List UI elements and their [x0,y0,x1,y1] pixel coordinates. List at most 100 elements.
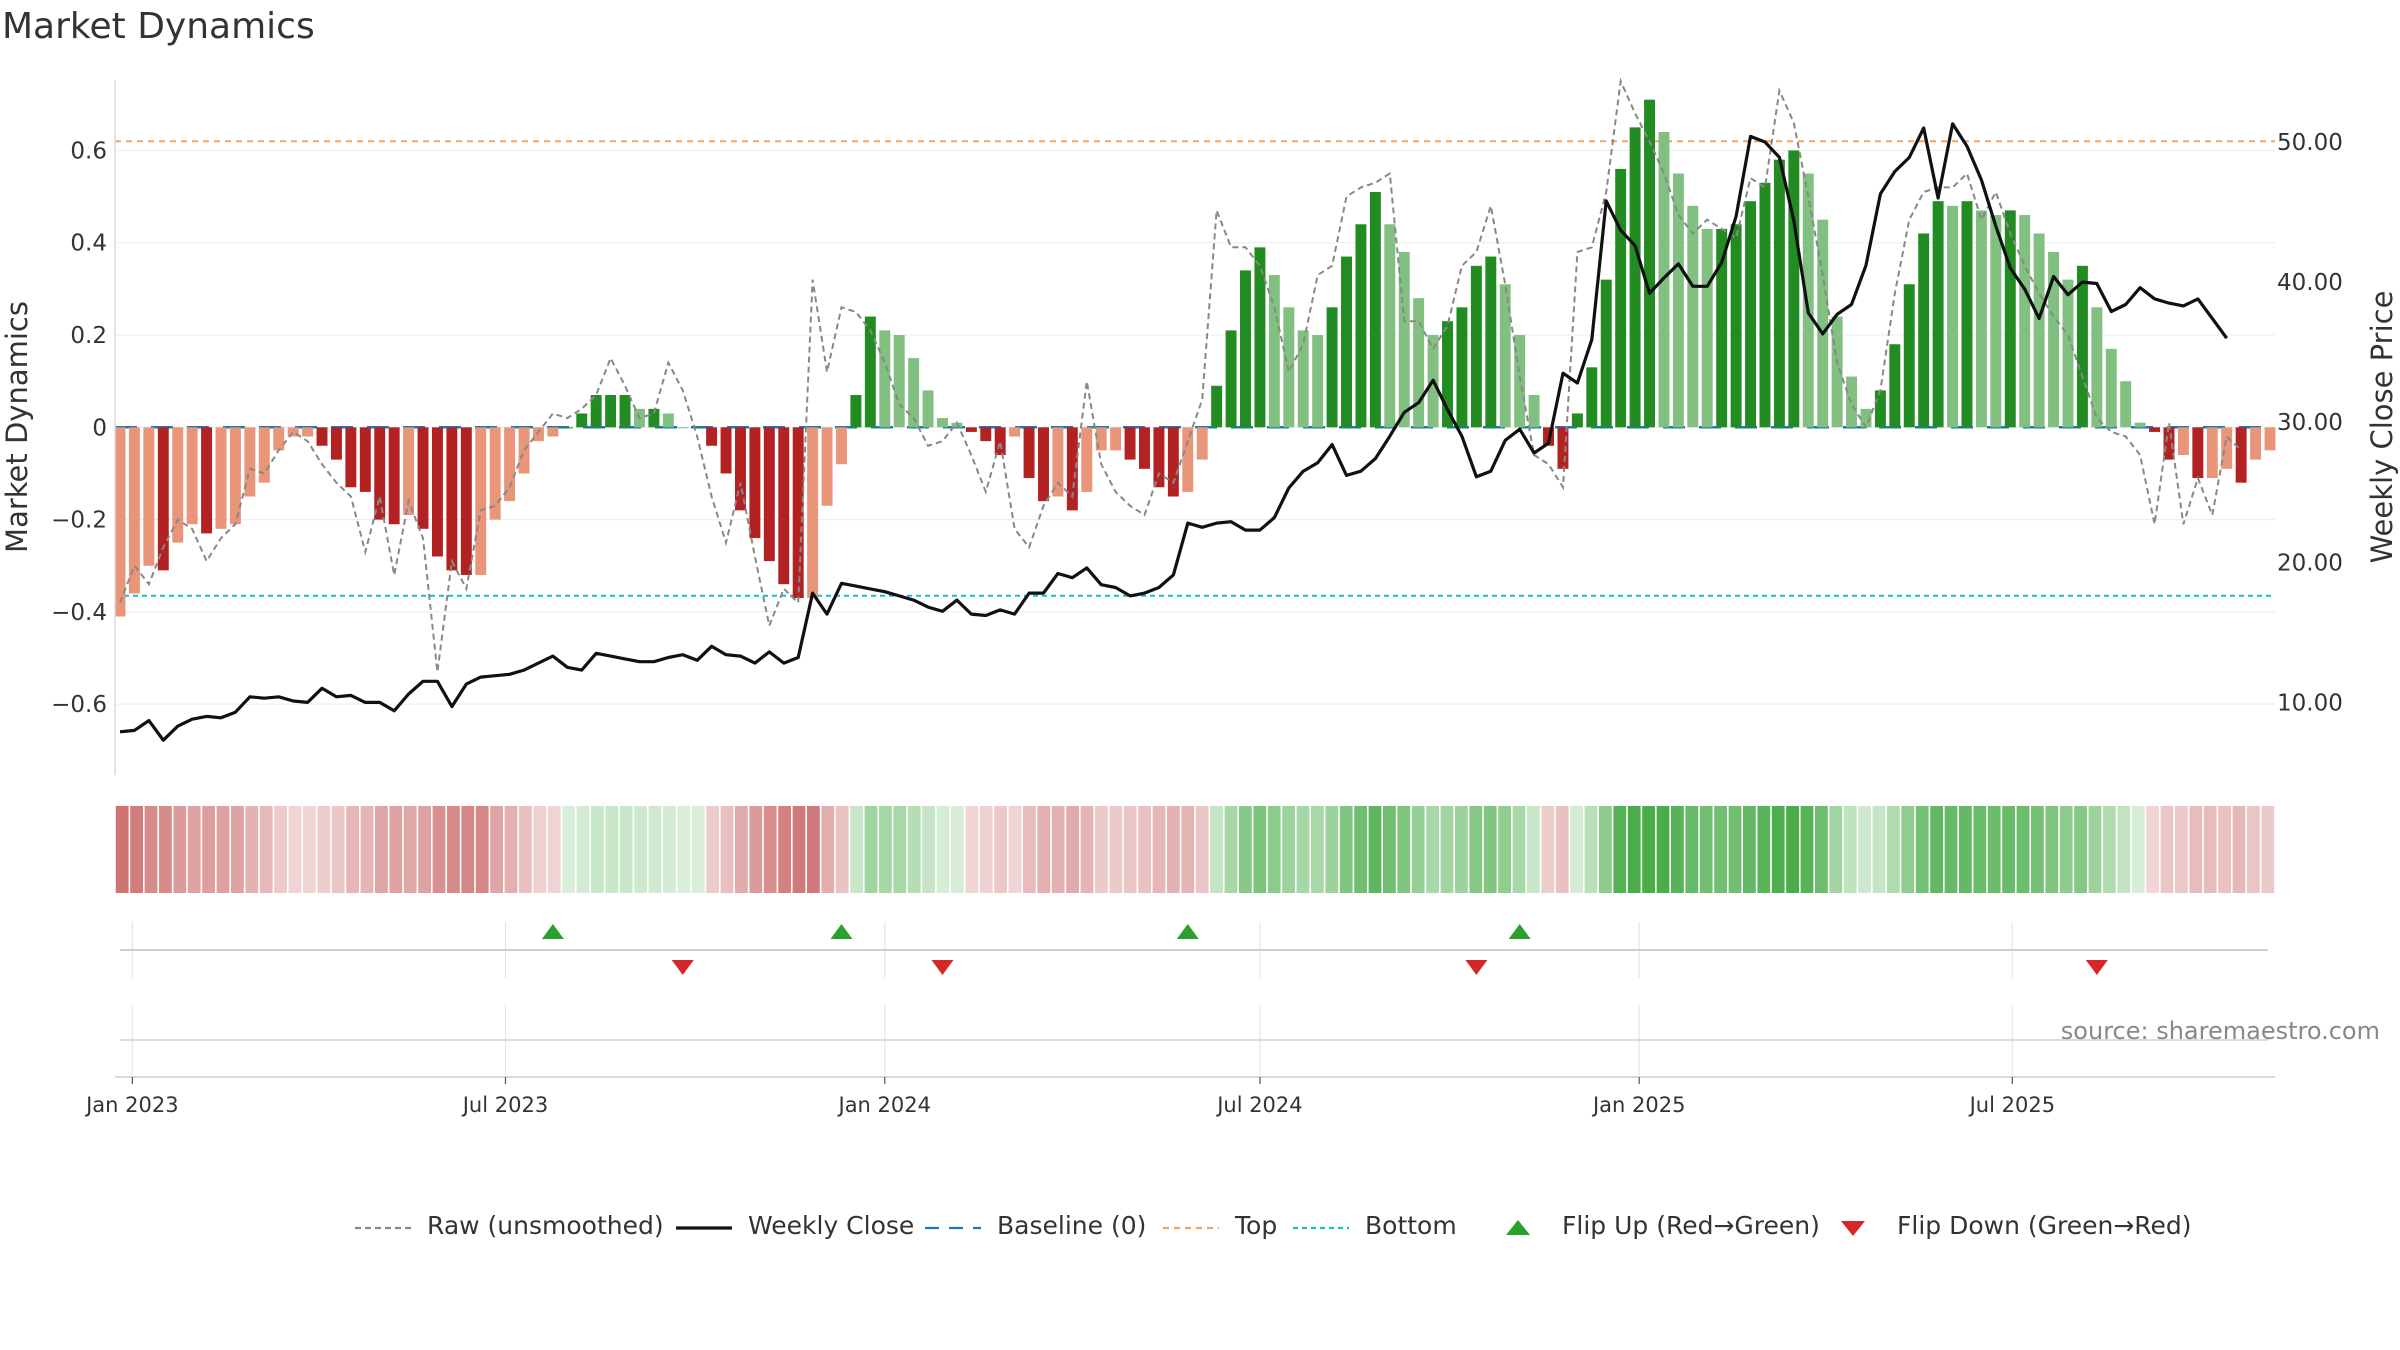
dynamics-bar [489,427,501,520]
regime-cell [1815,806,1828,893]
y-tick-label: −0.2 [51,508,107,534]
regime-cell [936,806,950,893]
dynamics-bar [706,427,718,446]
regime-cell [1411,806,1425,893]
legend-item-baseline: Baseline (0) [925,1207,1146,1243]
regime-cell [562,806,575,893]
y-tick-label: −0.4 [51,600,107,626]
baseline-legend-icon [925,1215,981,1235]
regime-strip [115,806,2275,893]
regime-cell [1368,806,1382,893]
dynamics-bar [792,427,804,599]
dynamics-bar [2134,422,2146,428]
dynamics-bar [1947,205,1959,428]
regime-cell [1239,806,1252,893]
dynamics-bar [1730,224,1742,428]
dynamics-bar [287,427,299,437]
regime-cell [893,806,907,893]
regime-cell [303,806,316,893]
dynamics-bar [662,413,674,428]
dynamics-bar [749,427,761,539]
dynamics-bar [172,427,184,543]
regime-cell [245,806,259,893]
legend-label: Weekly Close [748,1210,915,1240]
regime-cell [1483,806,1497,893]
y-tick-label: 0 [92,415,107,441]
x-tick-label: Jul 2023 [461,1093,548,1117]
dynamics-bar [691,427,703,429]
regime-cell [951,806,964,893]
chart-title: Market Dynamics [2,6,315,47]
regime-cell [490,806,503,893]
dynamics-bar [807,427,819,599]
regime-cell [346,806,359,893]
dynamics-bar [1615,168,1627,428]
regime-cell [2131,806,2145,893]
dynamics-bar [1413,298,1425,428]
regime-cell [1685,806,1699,893]
dynamics-bar [2250,427,2262,460]
dynamics-bar [1528,395,1540,428]
raw-line-layer [119,77,2242,673]
y2-axis-label: Weekly Close Price [2365,291,2399,564]
regime-cell [259,806,273,893]
dynamics-bar [1687,205,1699,428]
regime-cell [317,806,331,893]
dynamics-bar [1889,344,1901,428]
dynamics-bar [1817,219,1829,428]
dynamics-bar [893,335,905,428]
dynamics-bar [1499,284,1511,428]
regime-cell [1656,806,1670,893]
dynamics-bar [1038,427,1049,502]
regime-cell [1397,806,1411,893]
regime-cell [1570,806,1583,893]
regime-cell [1627,806,1641,893]
dynamics-bar [1759,182,1771,428]
legend-label: Bottom [1365,1210,1457,1240]
regime-cell [1800,806,1814,893]
regime-cell [2146,806,2159,893]
regime-cell [504,806,518,893]
regime-cell [115,806,129,893]
regime-cell [965,806,979,893]
regime-cell [1080,806,1094,893]
regime-cell [2117,806,2131,893]
dynamics-bar [778,427,790,585]
dynamics-bar [1225,330,1237,428]
dynamics-bar [1629,127,1641,428]
regime-cell [763,806,777,893]
flip-down-marker [931,960,954,975]
dynamics-bar [128,427,140,594]
dynamics-bar [1745,201,1757,428]
regime-cell [2059,806,2073,893]
dynamics-bar [1369,191,1381,428]
legend-item-flip_up: Flip Up (Red→Green) [1490,1207,1820,1243]
regime-cell [879,806,892,893]
dynamics-bar [1153,427,1165,488]
dynamics-bar [201,427,213,534]
dynamics-bar [273,427,285,451]
dynamics-bar [1975,210,1987,428]
dynamics-bar [994,427,1006,455]
legend-item-raw: Raw (unsmoothed) [355,1207,664,1243]
dynamics-bar [1903,284,1915,428]
dynamics-bar [330,427,342,460]
dynamics-bar [1066,427,1078,511]
regime-cell [591,806,604,893]
regime-cell [461,806,475,893]
dynamics-bar [1456,307,1468,428]
regime-cell [130,806,143,893]
dynamics-bar [576,413,588,428]
regime-cell [533,806,547,893]
dynamics-bar [446,427,458,571]
regime-cell [2203,806,2217,893]
dynamics-bar [114,427,126,617]
regime-cell [331,806,345,893]
dynamics-bar [2235,427,2247,483]
regime-cell [418,806,431,893]
flip-down-marker [671,960,694,975]
regime-cell [1498,806,1511,893]
regime-cell [1786,806,1799,893]
dynamics-bar [1644,99,1656,428]
regime-cell [576,806,590,893]
